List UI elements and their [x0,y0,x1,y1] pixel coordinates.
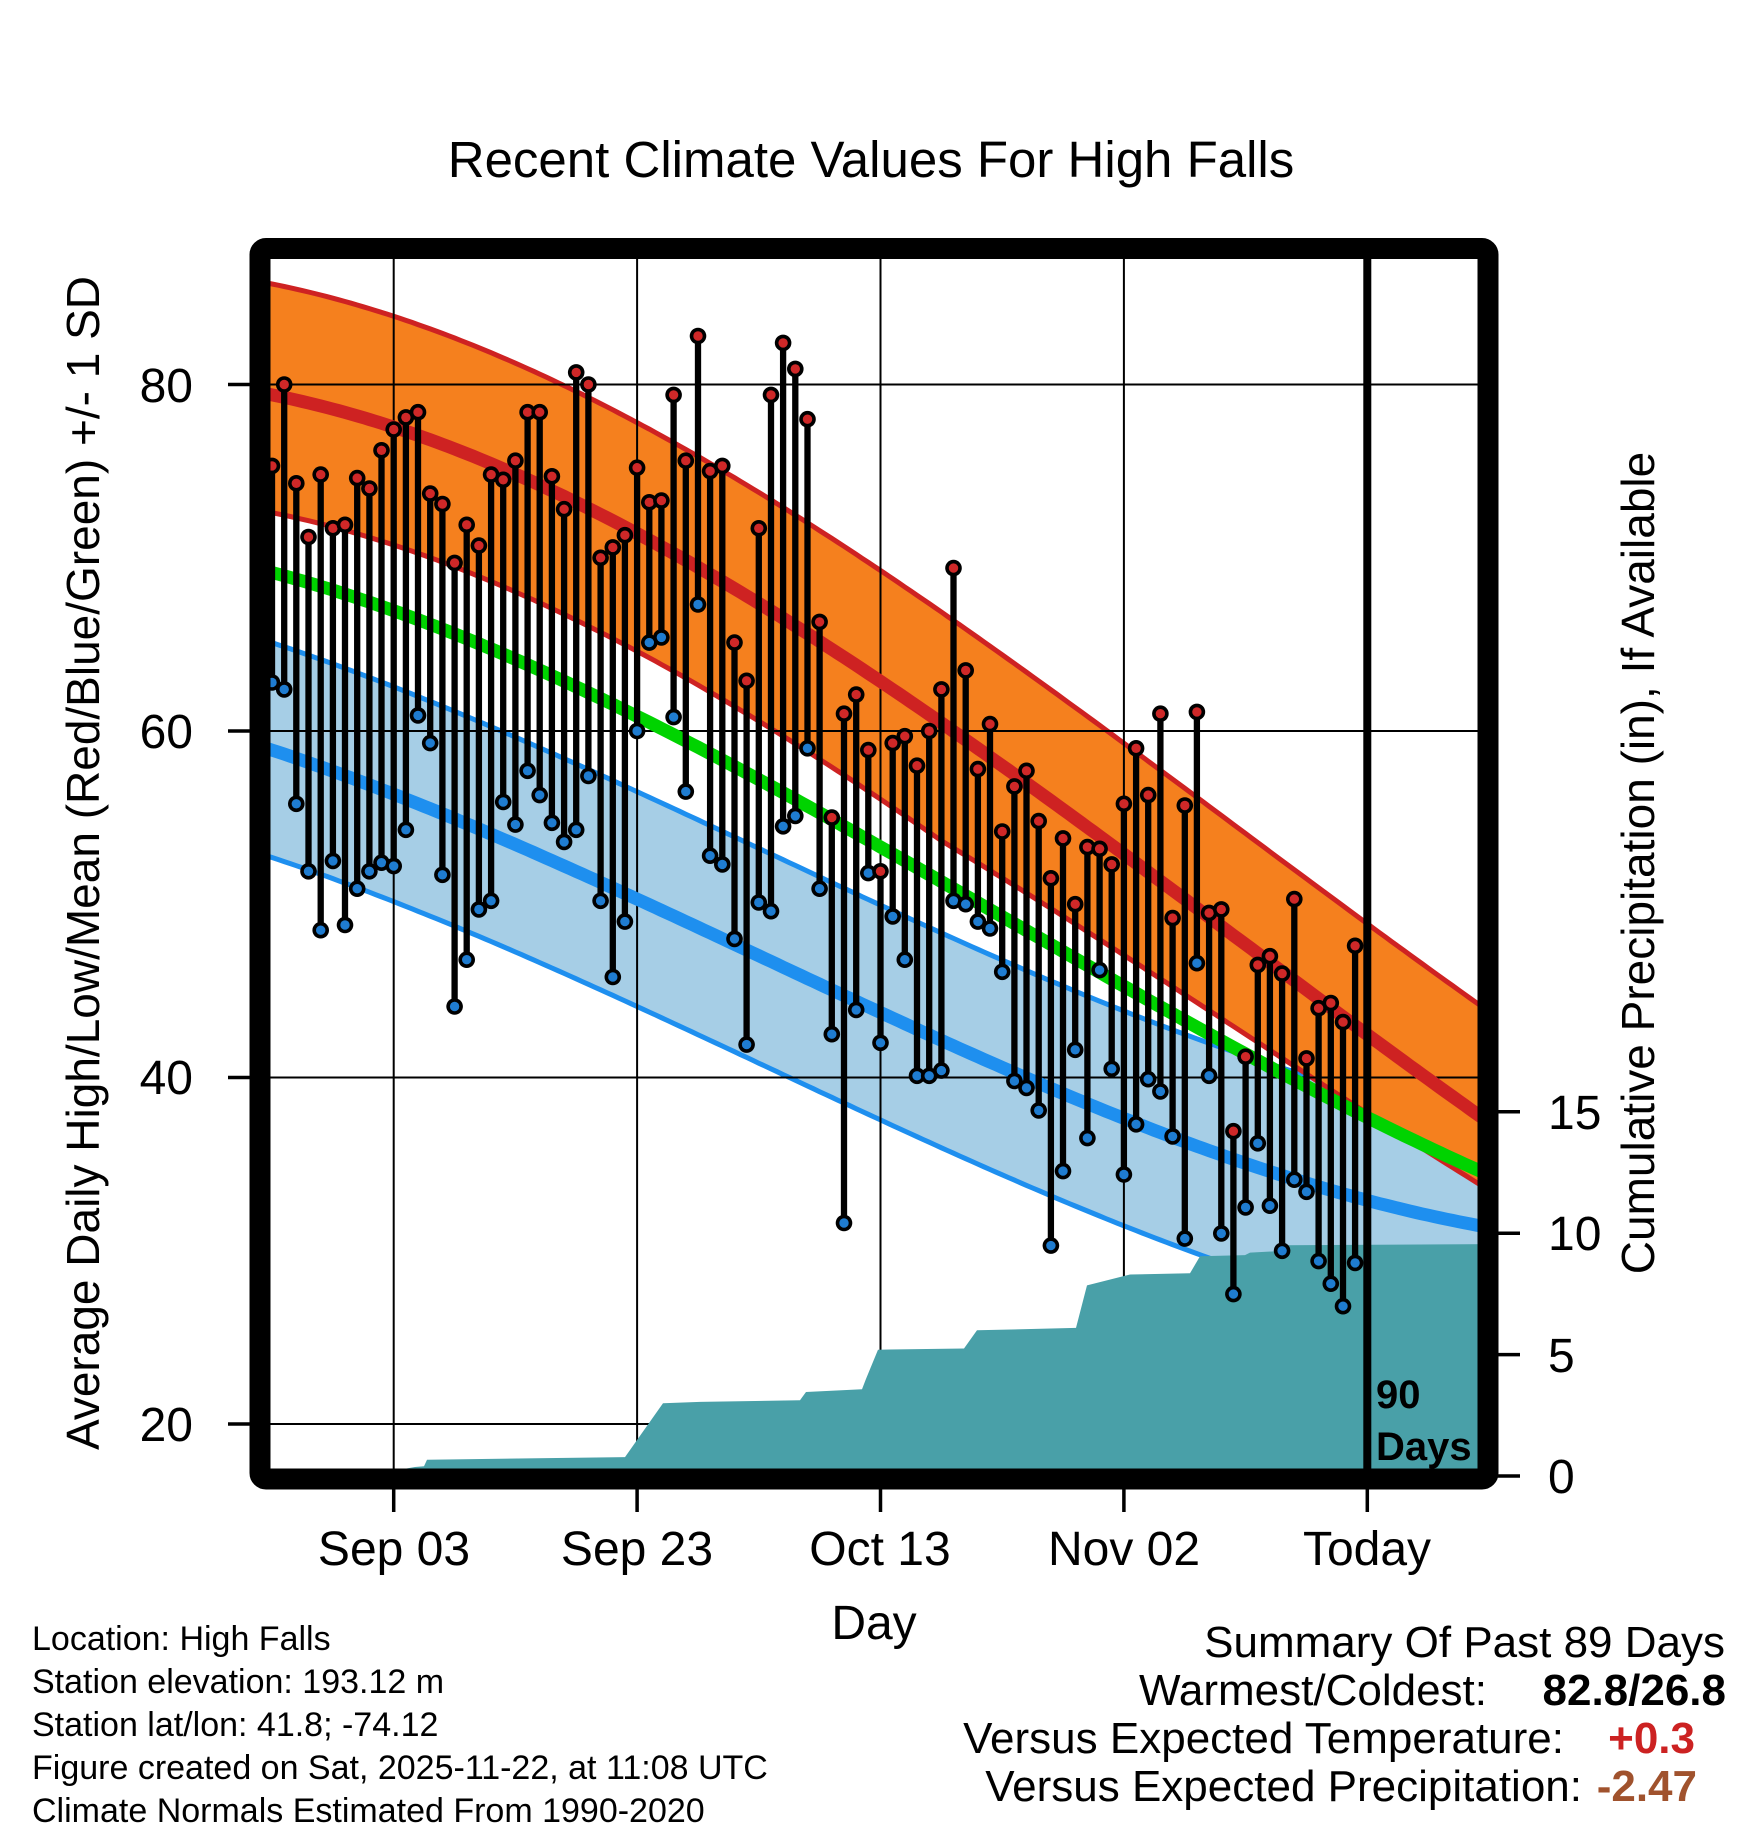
svg-text:5: 5 [1548,1330,1575,1383]
svg-text:15: 15 [1548,1087,1601,1140]
svg-text:82.8/26.8: 82.8/26.8 [1543,1666,1727,1715]
svg-text:Summary Of Past 89 Days: Summary Of Past 89 Days [1204,1618,1725,1667]
svg-text:Figure created on Sat, 2025-11: Figure created on Sat, 2025-11-22, at 11… [32,1749,768,1787]
svg-text:-2.47: -2.47 [1597,1762,1697,1811]
svg-text:90: 90 [1376,1373,1421,1417]
svg-text:Recent Climate Values For High: Recent Climate Values For High Falls [448,131,1295,188]
svg-text:Station elevation: 193.12 m: Station elevation: 193.12 m [32,1663,444,1701]
svg-text:Average Daily High/Low/Mean (R: Average Daily High/Low/Mean (Red/Blue/Gr… [57,276,109,1450]
svg-text:Versus Expected Precipitation:: Versus Expected Precipitation: [985,1762,1582,1811]
svg-text:Climate Normals Estimated From: Climate Normals Estimated From 1990-2020 [32,1792,705,1828]
svg-text:Versus Expected Temperature:: Versus Expected Temperature: [963,1714,1564,1763]
svg-text:Days: Days [1376,1425,1472,1469]
svg-text:Station lat/lon: 41.8; -74.12: Station lat/lon: 41.8; -74.12 [32,1706,438,1744]
svg-text:Sep 03: Sep 03 [318,1523,470,1576]
svg-text:Sep 23: Sep 23 [561,1523,713,1576]
svg-text:20: 20 [140,1399,193,1452]
svg-text:Location: High Falls: Location: High Falls [32,1620,331,1658]
svg-text:Nov 02: Nov 02 [1048,1523,1200,1576]
svg-text:10: 10 [1548,1208,1601,1261]
svg-text:+0.3: +0.3 [1608,1714,1695,1763]
svg-text:Day: Day [831,1597,916,1650]
svg-text:60: 60 [140,706,193,759]
svg-text:Today: Today [1303,1523,1431,1576]
svg-text:Warmest/Coldest:: Warmest/Coldest: [1139,1666,1487,1715]
svg-text:40: 40 [140,1052,193,1105]
svg-text:Cumulative Precipitation (in),: Cumulative Precipitation (in), If Availa… [1612,452,1664,1274]
svg-text:80: 80 [140,360,193,413]
svg-text:Oct 13: Oct 13 [809,1523,950,1576]
svg-text:0: 0 [1548,1451,1575,1504]
